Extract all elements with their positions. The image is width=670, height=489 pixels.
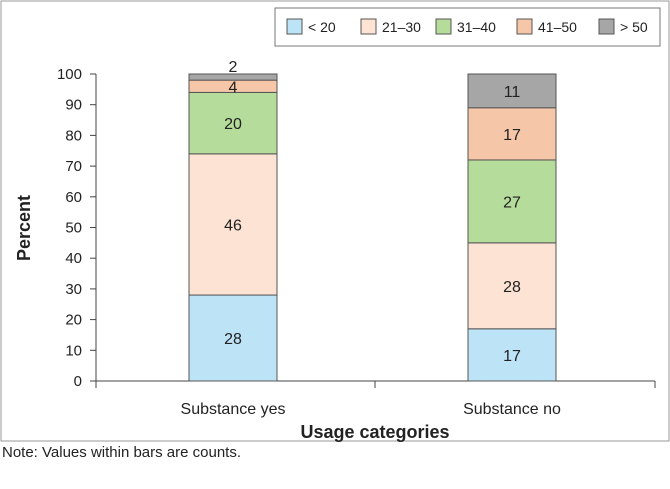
legend-label: 41–50 (538, 19, 577, 35)
plot-area: 0 10 20 30 40 50 60 70 80 90 100 Percent Usage categ… (14, 59, 656, 442)
data-label: 27 (503, 194, 521, 211)
data-label: 28 (503, 279, 521, 296)
x-axis-title: Usage categories (300, 422, 449, 442)
bar-segment (188, 294, 278, 382)
bar-segment (188, 91, 278, 155)
y-tick-label: 60 (65, 189, 82, 206)
legend-swatch (598, 18, 615, 35)
bar-segment (467, 73, 557, 109)
data-label: 2 (229, 59, 238, 76)
y-tick-label: 80 (65, 127, 82, 144)
bar-segment (467, 107, 557, 161)
y-tick-label: 0 (74, 373, 82, 390)
legend-box (274, 7, 661, 47)
legend-label: < 20 (308, 19, 336, 35)
data-label: 17 (503, 127, 521, 144)
y-tick-label: 40 (65, 250, 82, 267)
data-label: 17 (503, 348, 521, 365)
data-label: 20 (224, 116, 242, 133)
chart-frame (0, 0, 670, 442)
y-tick-label: 10 (65, 342, 82, 359)
legend: < 20 21–30 31–40 41–50 > 50 (274, 7, 661, 47)
data-label: 4 (229, 79, 238, 96)
y-tick-label: 50 (65, 220, 82, 237)
legend-label: 21–30 (382, 19, 421, 35)
chart-note: Note: Values within bars are counts. (2, 444, 242, 461)
data-label: 46 (224, 217, 242, 234)
y-tick-label: 30 (65, 281, 82, 298)
data-label: 11 (504, 84, 521, 101)
chart: 0 10 20 30 40 50 60 70 80 90 100 Percent Usage categ… (0, 0, 670, 442)
legend-label: > 50 (620, 19, 648, 35)
bar-segment (467, 159, 557, 244)
y-tick-label: 70 (65, 158, 82, 175)
bar-segment (467, 328, 557, 382)
y-tick-label: 100 (57, 66, 82, 83)
legend-swatch (286, 18, 303, 35)
bar-segment (188, 73, 278, 81)
y-tick-label: 90 (65, 97, 82, 114)
data-label: 28 (224, 331, 242, 348)
bar-segment (188, 153, 278, 296)
legend-label: 31–40 (457, 19, 496, 35)
x-tick-label: Substance no (463, 401, 561, 418)
y-tick-label: 20 (65, 312, 82, 329)
legend-swatch (435, 18, 452, 35)
bar-segment (467, 242, 557, 330)
legend-swatch (516, 18, 533, 35)
y-axis-title: Percent (14, 195, 34, 261)
legend-swatch (360, 18, 377, 35)
x-tick-label: Substance yes (181, 401, 286, 418)
